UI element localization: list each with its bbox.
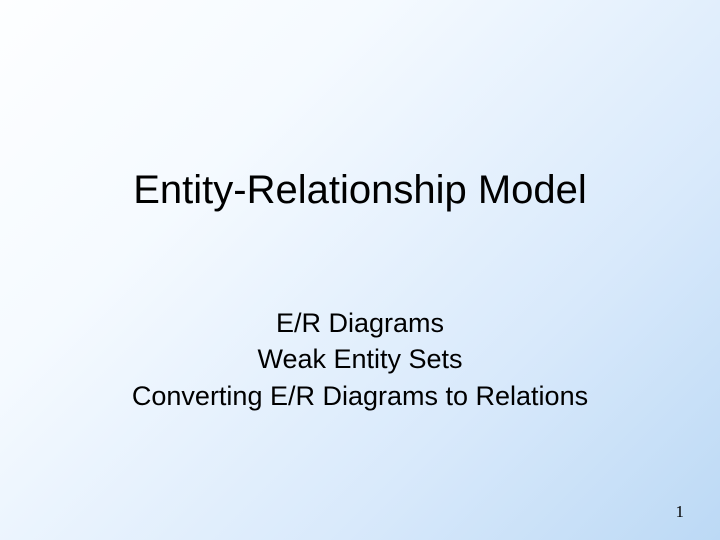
page-number: 1: [676, 502, 685, 522]
subtitle-line: Weak Entity Sets: [0, 341, 720, 377]
subtitle-line: E/R Diagrams: [0, 305, 720, 341]
slide-title: Entity-Relationship Model: [0, 168, 720, 213]
subtitle-line: Converting E/R Diagrams to Relations: [0, 378, 720, 414]
slide-subtitles: E/R Diagrams Weak Entity Sets Converting…: [0, 305, 720, 414]
slide: Entity-Relationship Model E/R Diagrams W…: [0, 0, 720, 540]
